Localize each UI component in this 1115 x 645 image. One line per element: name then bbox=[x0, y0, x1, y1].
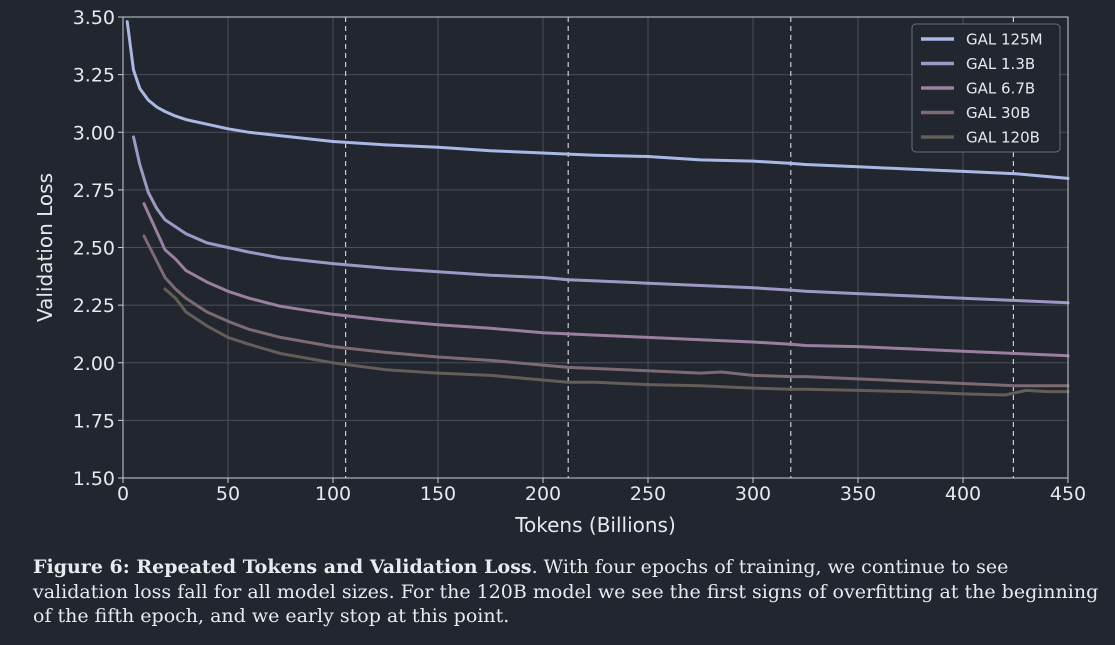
series-line-gal-120b bbox=[163, 287, 1070, 397]
y-tick-label: 1.50 bbox=[73, 468, 115, 490]
y-tick-label: 2.25 bbox=[73, 295, 115, 317]
x-tick-label: 300 bbox=[735, 483, 771, 505]
x-tick-label: 150 bbox=[420, 483, 456, 505]
series-line-gal-6-7b bbox=[142, 202, 1070, 358]
y-tick-label: 3.25 bbox=[73, 65, 115, 87]
x-tick-label: 350 bbox=[840, 483, 876, 505]
series-line-gal-1-3b bbox=[132, 135, 1070, 305]
y-axis-label: Validation Loss bbox=[33, 173, 57, 322]
legend-label: GAL 6.7B bbox=[966, 80, 1035, 98]
x-tick-label: 50 bbox=[216, 483, 240, 505]
figure-caption: Figure 6: Repeated Tokens and Validation… bbox=[33, 555, 1103, 629]
x-tick-label: 400 bbox=[945, 483, 981, 505]
y-tick-label: 2.75 bbox=[73, 180, 115, 202]
legend-label: GAL 120B bbox=[966, 129, 1040, 147]
legend-label: GAL 125M bbox=[966, 31, 1043, 49]
x-tick-label: 450 bbox=[1050, 483, 1086, 505]
y-tick-label: 1.75 bbox=[73, 410, 115, 432]
y-tick-label: 2.00 bbox=[73, 353, 115, 375]
y-tick-label: 3.00 bbox=[73, 122, 115, 144]
series-lines bbox=[125, 20, 1070, 397]
legend-label: GAL 1.3B bbox=[966, 55, 1035, 73]
tick-labels: 0 50 100 150 200 250 300 350 400 450 1.50 1.75 2.00 2… bbox=[73, 7, 1086, 505]
legend: GAL 125M GAL 1.3B GAL 6.7B GAL 30B GAL 120B bbox=[911, 23, 1061, 153]
caption-label: Figure 6: Repeated Tokens and Validation… bbox=[33, 556, 532, 578]
x-tick-label: 0 bbox=[117, 483, 129, 505]
y-tick-label: 2.50 bbox=[73, 238, 115, 260]
x-tick-label: 200 bbox=[525, 483, 561, 505]
x-tick-label: 100 bbox=[315, 483, 351, 505]
series-line-gal-125m bbox=[125, 20, 1070, 180]
x-tick-label: 250 bbox=[630, 483, 666, 505]
series-line-gal-30b bbox=[142, 234, 1070, 388]
y-tick-label: 3.50 bbox=[73, 7, 115, 29]
x-axis-label: Tokens (Billions) bbox=[514, 513, 676, 537]
loss-chart: 0 50 100 150 200 250 300 350 400 450 1.50 1.75 2.00 2… bbox=[33, 7, 1086, 537]
caption-text: . With four epochs of training, we conti… bbox=[33, 556, 1099, 627]
legend-label: GAL 30B bbox=[966, 104, 1030, 122]
legend-box bbox=[911, 23, 1061, 153]
